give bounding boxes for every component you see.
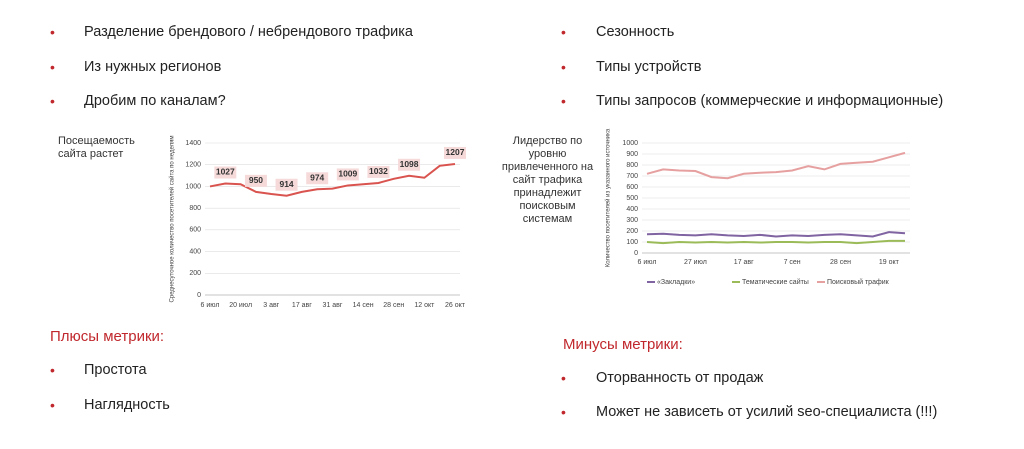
label-box [244,174,267,187]
legend-label: «Закладки» [657,279,695,286]
x-tick-label: 28 сен [830,259,851,266]
bullet-text: Сезонность [596,24,675,40]
y-tick-label: 300 [626,217,638,224]
y-axis-label: Количество посетителей из указанного ист… [605,128,612,267]
data-label: 1098 [400,159,419,169]
x-tick-label: 17 авг [734,259,754,266]
x-tick-label: 3 авг [263,302,279,309]
x-tick-label: 27 июл [684,259,707,266]
y-tick-label: 1000 [185,183,201,190]
note: Лидерство по уровню привлеченного на сай… [501,135,594,225]
heading: Минусы метрики: [563,336,683,353]
y-tick-label: 900 [626,151,638,158]
legend-label: Тематические сайты [742,278,809,286]
y-tick-label: 200 [626,228,638,235]
y-tick-label: 600 [189,227,201,234]
line [209,162,456,197]
label-box [444,146,466,159]
data-label: 914 [279,179,293,189]
y-tick-label: 600 [626,184,638,191]
x-tick-label: 12 окт [414,302,435,309]
y-tick-label: 1400 [185,140,201,147]
x-tick-label: 14 сен [353,302,374,309]
y-tick-label: 500 [626,195,638,202]
bullet-text: Типы устройств [596,58,702,75]
x-tick-label: 20 июл [229,302,252,309]
x-tick-label: 26 окт [445,302,466,309]
bullet-text: Может не зависеть от усилий seo-специали… [596,404,938,420]
y-tick-label: 400 [626,206,638,213]
bullet: • [50,362,55,378]
data-label: 1032 [369,166,388,176]
bullet: • [50,397,55,413]
y-tick-label: 1000 [622,140,638,147]
label-box [214,166,237,179]
y-tick-label: 700 [626,173,638,180]
bullet: • [50,93,55,109]
label-box [306,172,329,185]
y-tick-label: 800 [189,205,201,212]
y-tick-label: 100 [626,239,638,246]
note: Посещаемость сайта растет [58,135,135,160]
bullet: • [561,370,566,386]
x-tick-label: 17 авг [292,302,312,309]
chart: 0 100 200 300 400 500 600 700 800 900 1000 6 июл 27 … [605,128,910,286]
bullet-text: Простота [84,362,147,378]
bullet: • [561,404,566,420]
y-tick-label: 400 [189,248,201,255]
heading: Плюсы метрики: [50,328,165,345]
x-tick-label: 31 авг [323,302,343,309]
line [646,231,906,238]
bullet-text: Наглядность [84,397,170,413]
x-tick-label: 6 июл [201,302,220,309]
x-tick-label: 7 сен [784,259,801,266]
line [646,151,906,180]
data-label: 1207 [446,147,465,157]
data-label: 974 [310,173,324,183]
label-box [367,165,390,178]
data-label: 950 [249,175,263,185]
data-label: 1027 [216,167,235,177]
label-box [336,168,359,181]
bullet: • [50,58,55,75]
legend-label: Поисковый трафик [827,278,890,286]
bullet-text: Оторванность от продаж [596,370,764,386]
label-box [275,178,298,191]
y-axis-label: Среднесуточное количество посетителей са… [169,136,176,303]
bullet-text: Из нужных регионов [84,58,222,75]
y-tick-label: 800 [626,162,638,169]
y-tick-label: 0 [634,250,638,257]
label-box [398,158,421,171]
y-tick-label: 1200 [185,162,201,169]
x-tick-label: 28 сен [383,302,404,309]
bullet: • [561,24,566,40]
bullet: • [50,24,55,40]
y-tick-label: 0 [197,292,201,299]
line [646,239,905,245]
bullet-text: Дробим по каналам? [84,93,226,109]
bullet-text: Типы запросов (коммерческие и информацио… [596,93,944,109]
bullet-text: Разделение брендового / небрендового тра… [84,24,413,40]
y-tick-label: 200 [189,270,201,277]
bullet: • [561,58,566,75]
x-tick-label: 19 окт [879,259,900,266]
data-label: 1009 [338,169,357,179]
bullet: • [561,93,566,109]
x-tick-label: 6 июл [638,259,657,266]
chart: 0 200 400 600 800 1000 1200 1400 6 июл 20 июл 3 ав… [169,136,466,309]
